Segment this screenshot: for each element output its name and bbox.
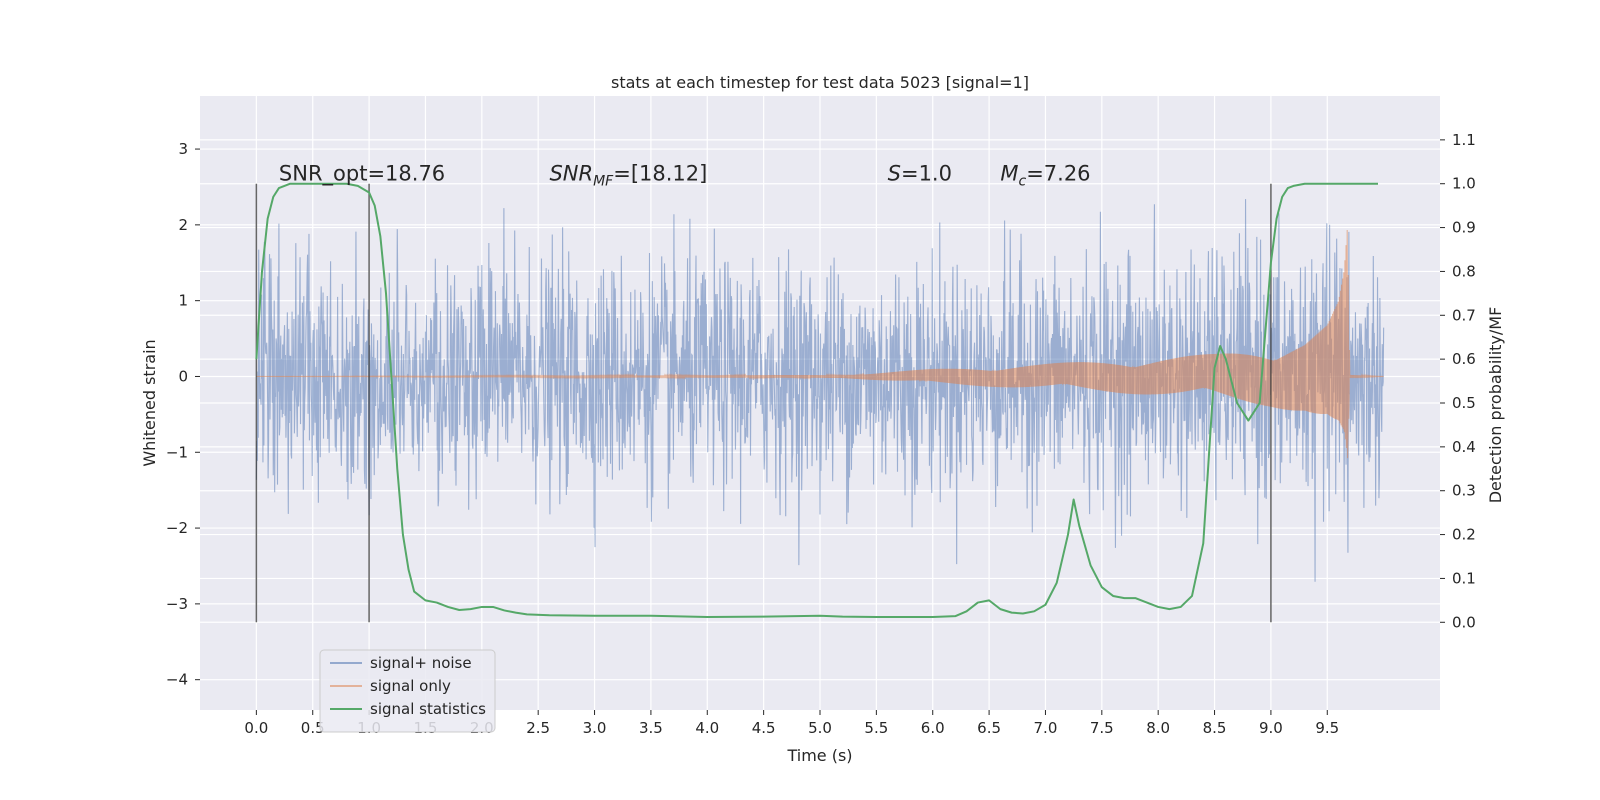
x-tick-label: 9.5 <box>1315 719 1339 737</box>
y2-tick-label: 0.1 <box>1452 569 1476 587</box>
y2-tick-label: 1.1 <box>1452 131 1476 149</box>
annotation-s-italic: S <box>888 162 901 186</box>
annotation-snr-mf-rest: =[18.12] <box>613 162 707 186</box>
annotation-mc-rest: =7.26 <box>1026 162 1090 186</box>
y2-tick-label: 0.0 <box>1452 613 1476 631</box>
y-tick-label: 1 <box>178 292 188 310</box>
y2-tick-label: 0.9 <box>1452 219 1476 237</box>
y2-tick-label: 0.4 <box>1452 438 1476 456</box>
annotation-snr-opt: SNR_opt=18.76 <box>279 162 445 187</box>
y2-tick-label: 0.5 <box>1452 394 1476 412</box>
legend: signal+ noise signal only signal statist… <box>319 649 496 733</box>
x-tick-label: 6.0 <box>921 719 945 737</box>
x-tick-label: 8.5 <box>1203 719 1227 737</box>
x-tick-label: 7.0 <box>1034 719 1058 737</box>
y2-tick-label: 0.3 <box>1452 482 1476 500</box>
x-tick-label: 4.5 <box>752 719 776 737</box>
y-tick-label: −1 <box>166 443 188 461</box>
annotation-s: S=1.0 <box>888 162 952 186</box>
y-tick-label: −4 <box>166 671 188 689</box>
y-axis-label: Whitened strain <box>140 339 159 466</box>
y2-tick-label: 0.8 <box>1452 262 1476 280</box>
legend-label-signal-noise: signal+ noise <box>370 654 472 672</box>
x-tick-label: 9.0 <box>1259 719 1283 737</box>
y-tick-label: 3 <box>178 140 188 158</box>
annotation-snr-mf-sub: MF <box>593 174 614 190</box>
series-signal-only <box>256 230 1384 459</box>
series-signal-statistics <box>255 182 1378 619</box>
x-axis-label: Time (s) <box>786 746 852 765</box>
annotation-mc: Mc=7.26 <box>1000 162 1090 190</box>
legend-label-signal-only: signal only <box>370 677 451 695</box>
y-tick-label: 0 <box>178 367 188 385</box>
annotation-s-rest: =1.0 <box>901 162 952 186</box>
x-tick-label: 5.0 <box>808 719 832 737</box>
y-tick-label: −3 <box>166 595 188 613</box>
line-signal-noise <box>255 199 1385 582</box>
y-axis-ticks: 3 2 1 0 −1 −2 −3 −4 <box>166 140 200 689</box>
line-signal-statistics <box>255 182 1378 619</box>
annotation-mc-sub: c <box>1018 174 1026 190</box>
annotations: SNR_opt=18.76 SNRMF=[18.12] S=1.0 Mc=7.2… <box>279 162 1091 190</box>
x-tick-label: 4.0 <box>695 719 719 737</box>
x-tick-label: 5.5 <box>864 719 888 737</box>
x-tick-label: 8.0 <box>1146 719 1170 737</box>
y2-tick-label: 0.2 <box>1452 526 1476 544</box>
x-tick-label: 2.5 <box>526 719 550 737</box>
x-tick-label: 0.0 <box>244 719 268 737</box>
x-tick-label: 6.5 <box>977 719 1001 737</box>
x-tick-label: 3.5 <box>639 719 663 737</box>
legend-label-signal-statistics: signal statistics <box>370 700 486 718</box>
annotation-snr-mf-base: SNR <box>549 162 593 186</box>
y2-axis-label: Detection probability/MF <box>1486 307 1505 504</box>
y2-tick-label: 0.6 <box>1452 350 1476 368</box>
y2-tick-label: 0.7 <box>1452 306 1476 324</box>
y2-tick-label: 1.0 <box>1452 175 1476 193</box>
y-tick-label: −2 <box>166 519 188 537</box>
x-tick-label: 0.5 <box>301 719 325 737</box>
series-signal-noise <box>255 199 1385 582</box>
x-tick-label: 7.5 <box>1090 719 1114 737</box>
annotation-mc-base: M <box>1000 162 1018 186</box>
x-tick-label: 3.0 <box>583 719 607 737</box>
chart-title: stats at each timestep for test data 502… <box>611 73 1029 92</box>
y-tick-label: 2 <box>178 216 188 234</box>
annotation-snr-mf: SNRMF=[18.12] <box>549 162 707 190</box>
legend-box <box>319 649 496 733</box>
y2-axis-ticks: 1.1 1.0 0.9 0.8 0.7 0.6 0.5 0.4 0.3 0.2 0.1 0.0 <box>1440 131 1476 631</box>
line-signal-only <box>256 230 1384 459</box>
